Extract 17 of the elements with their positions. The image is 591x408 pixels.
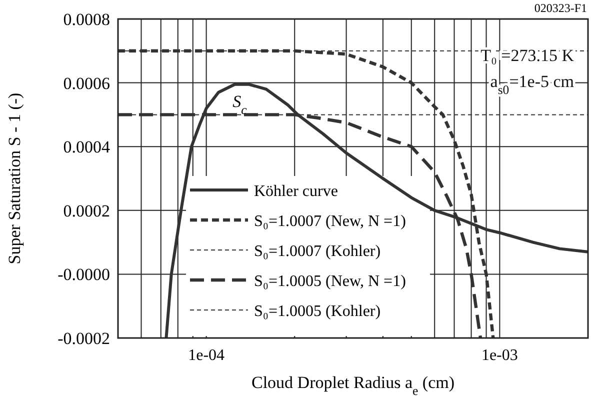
legend-label: Köhler curve: [254, 183, 338, 200]
y-tick-label: 0.0004: [63, 138, 110, 157]
text: 020323-F1: [534, 1, 587, 15]
x-axis-title: Cloud Droplet Radius a$_{e}$ (cm): [251, 373, 455, 398]
legend-label: S₀=1.0007 (Kohler): [254, 243, 381, 260]
y-tick-label: -0.0000: [58, 265, 110, 284]
legend-label: S₀=1.0005 (Kohler): [254, 303, 381, 320]
y-tick-label: 0.0002: [63, 201, 110, 220]
y-tick-label: 0.0008: [63, 10, 110, 29]
y-axis-title: Super Saturation S - 1 (-): [5, 92, 24, 264]
legend-label: S₀=1.0005 (New, N =1): [254, 273, 406, 290]
annotation: S$_{c}$: [232, 92, 248, 117]
x-tick-label: 1e-03: [481, 347, 518, 364]
y-tick-label: 0.0006: [63, 74, 110, 93]
legend-label: S₀=1.0007 (New, N =1): [254, 213, 406, 230]
x-tick-label: 1e-04: [188, 347, 225, 364]
y-tick-label: -0.0002: [58, 329, 110, 348]
